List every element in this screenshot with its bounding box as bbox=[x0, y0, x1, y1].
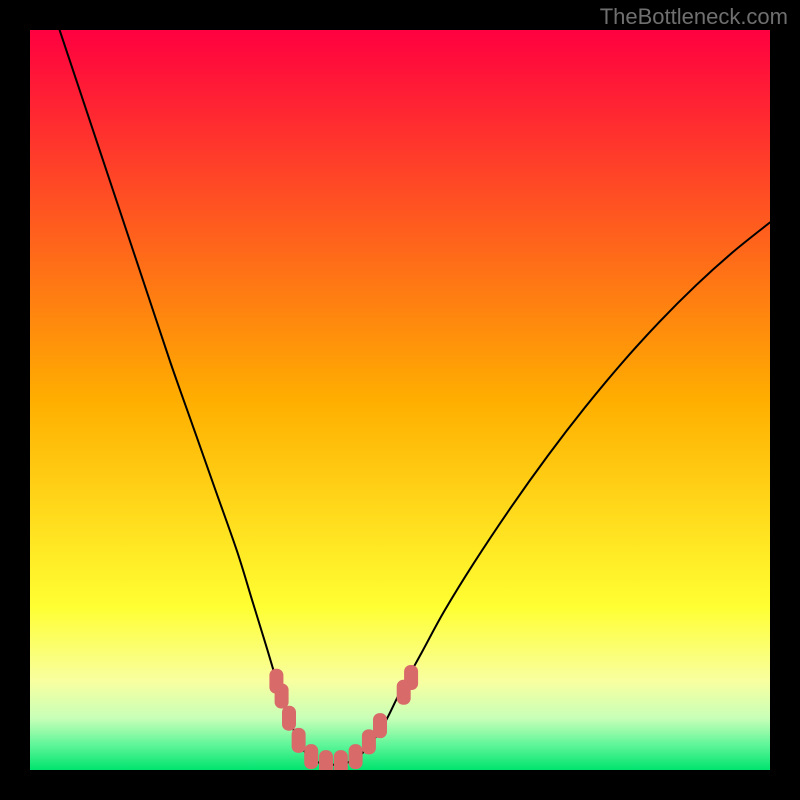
highlight-marker bbox=[320, 751, 333, 770]
plot-svg bbox=[30, 30, 770, 770]
watermark-text: TheBottleneck.com bbox=[600, 4, 788, 30]
highlight-marker bbox=[405, 666, 418, 690]
highlight-marker bbox=[275, 684, 288, 708]
plot-area bbox=[30, 30, 770, 770]
plot-background bbox=[30, 30, 770, 770]
highlight-marker bbox=[305, 745, 318, 769]
highlight-marker bbox=[374, 714, 387, 738]
highlight-marker bbox=[349, 745, 362, 769]
highlight-marker bbox=[283, 706, 296, 730]
highlight-marker bbox=[292, 728, 305, 752]
highlight-marker bbox=[334, 751, 347, 770]
chart-container: TheBottleneck.com bbox=[0, 0, 800, 800]
